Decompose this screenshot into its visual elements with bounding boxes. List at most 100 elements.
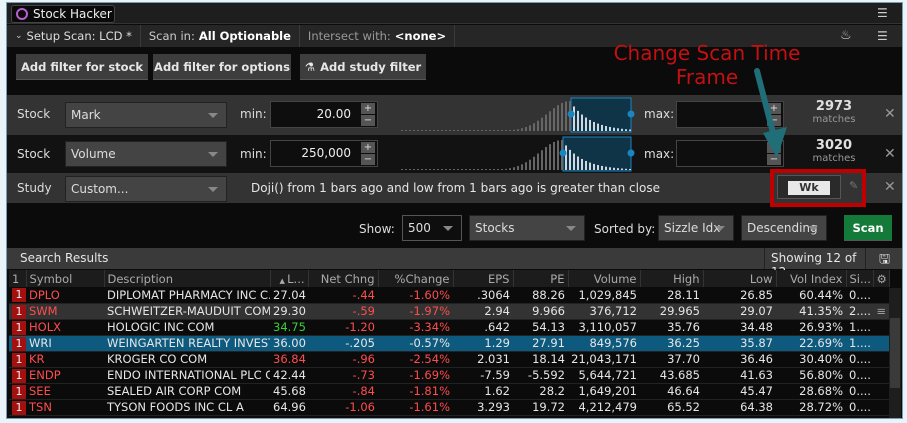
flame-icon[interactable]: ♨ bbox=[840, 28, 852, 43]
search-results-title: Search Results bbox=[20, 251, 109, 265]
filter-field-dropdown[interactable]: Volume bbox=[65, 141, 227, 167]
scrollbar-thumb[interactable] bbox=[890, 318, 900, 388]
intersect-dropdown[interactable]: Intersect with: <none> bbox=[300, 25, 456, 47]
showing-count: Showing 12 of 12 bbox=[764, 248, 866, 279]
column-header-percent-change[interactable]: %Change bbox=[378, 270, 454, 287]
min-input[interactable]: 250,000 + − bbox=[270, 140, 378, 167]
timeframe-value: Wk bbox=[788, 181, 830, 195]
table-row[interactable]: 1 HOLX HOLOGIC INC COM 34.75 -1.20 -3.34% .642… bbox=[9, 319, 889, 336]
menu-icon[interactable]: ☰ bbox=[877, 6, 888, 20]
column-header-eps[interactable]: EPS bbox=[453, 270, 514, 287]
stock-hacker-tab[interactable]: Stock Hacker bbox=[11, 5, 115, 23]
cell-low: 64.38 bbox=[703, 399, 776, 416]
table-row[interactable]: 1 ENDP ENDO INTERNATIONAL PLC C... 42.44 -.7… bbox=[9, 367, 889, 384]
add-study-filter-button[interactable]: ⚗ Add study filter bbox=[300, 54, 426, 80]
cell-high: 36.25 bbox=[640, 335, 703, 352]
table-row[interactable]: 1 WRI WEINGARTEN REALTY INVEST... 36.00 -.20… bbox=[9, 335, 889, 352]
max-label: max: bbox=[644, 147, 675, 161]
cell-description: DIPLOMAT PHARMACY INC C... bbox=[104, 287, 270, 304]
plus-icon[interactable]: + bbox=[361, 142, 375, 153]
column-header-vol-index[interactable]: Vol Index bbox=[776, 270, 847, 287]
list-menu-icon[interactable]: ☰ bbox=[877, 29, 888, 43]
cell-sizzle: 1.... bbox=[846, 319, 873, 336]
histogram-bar bbox=[605, 166, 607, 170]
cell-last: 64.96 bbox=[270, 399, 308, 416]
histogram-bar bbox=[517, 129, 519, 131]
histogram-bar bbox=[505, 168, 507, 170]
scan-button[interactable]: Scan bbox=[844, 215, 892, 241]
cell-vol-index: 41.35% bbox=[776, 303, 846, 320]
results-scrollbar[interactable] bbox=[889, 288, 901, 418]
cell-net-change: -1.06 bbox=[308, 399, 378, 416]
cell-net-change: -.84 bbox=[308, 383, 378, 400]
histogram-bar bbox=[513, 129, 515, 131]
cell-low: 26.85 bbox=[703, 287, 776, 304]
cell-percent-change: -1.81% bbox=[378, 383, 453, 400]
min-input[interactable]: 20.00 + − bbox=[270, 101, 378, 128]
plus-icon[interactable]: + bbox=[361, 103, 375, 114]
add-filter-options-button[interactable]: Add filter for options bbox=[153, 54, 291, 80]
table-row[interactable]: 1 KR KROGER CO COM 36.84 -.96 -2.54% 2.031 18.1… bbox=[9, 351, 889, 368]
table-row[interactable]: 1 SWM SCHWEITZER-MAUDUIT COM 29.30 -.59 -1.97… bbox=[9, 303, 889, 320]
column-header-sizzle[interactable]: Si... bbox=[846, 270, 874, 287]
annotation-text: Change Scan Time Frame bbox=[613, 41, 801, 89]
mark-histogram[interactable] bbox=[397, 97, 637, 133]
column-header-pe[interactable]: PE bbox=[513, 270, 569, 287]
remove-filter-icon[interactable]: ✕ bbox=[884, 179, 896, 195]
column-header-symbol[interactable]: Symbol bbox=[26, 270, 105, 287]
study-dropdown[interactable]: Custom... bbox=[65, 176, 227, 202]
show-count-dropdown[interactable]: 500 bbox=[402, 215, 462, 241]
column-header-high[interactable]: High bbox=[640, 270, 704, 287]
column-header-low[interactable]: Low bbox=[703, 270, 777, 287]
scan-in-dropdown[interactable]: Scan in: All Optionable bbox=[141, 25, 300, 47]
column-header-net-change[interactable]: Net Chng bbox=[308, 270, 379, 287]
column-header-volume[interactable]: Volume bbox=[568, 270, 641, 287]
histogram-bar bbox=[469, 130, 471, 131]
histogram-bar bbox=[485, 130, 487, 131]
filter-field-dropdown[interactable]: Mark bbox=[65, 102, 227, 128]
settings-gear-icon[interactable]: ⚙ bbox=[873, 270, 890, 287]
results-table: 1 Symbol Description ▲ L... Net Chng %Change E… bbox=[9, 270, 890, 416]
remove-filter-icon[interactable]: ✕ bbox=[884, 146, 896, 162]
column-header-last[interactable]: ▲ L... bbox=[270, 270, 309, 287]
cell-description: SEALED AIR CORP COM bbox=[104, 383, 270, 400]
cell-high: 65.52 bbox=[640, 399, 703, 416]
column-header-row: 1 Symbol Description ▲ L... Net Chng %Change E… bbox=[9, 270, 890, 287]
histogram-bar bbox=[489, 169, 491, 170]
histogram-bar bbox=[589, 162, 591, 170]
table-row[interactable]: 1 DPLO DIPLOMAT PHARMACY INC C... 27.04 -.44… bbox=[9, 287, 889, 304]
histogram-bar bbox=[497, 130, 499, 131]
plus-icon[interactable]: + bbox=[767, 103, 781, 114]
minus-icon[interactable]: − bbox=[767, 115, 781, 126]
cell-high: 35.76 bbox=[640, 319, 703, 336]
max-input[interactable]: +− bbox=[676, 140, 784, 167]
sort-order-dropdown[interactable]: Descending bbox=[741, 215, 827, 241]
pencil-icon[interactable]: ✎ bbox=[849, 179, 859, 192]
minus-icon[interactable]: − bbox=[767, 154, 781, 165]
histogram-bar bbox=[441, 169, 443, 170]
volume-histogram[interactable] bbox=[397, 136, 637, 172]
histogram-bar bbox=[521, 128, 523, 131]
cell-volume: 376,712 bbox=[568, 303, 640, 320]
histogram-bar bbox=[425, 130, 427, 131]
remove-filter-icon[interactable]: ✕ bbox=[884, 106, 896, 122]
histogram-bar bbox=[497, 169, 499, 170]
histogram-bar bbox=[625, 168, 627, 170]
histogram-bar bbox=[573, 153, 575, 170]
minus-icon[interactable]: − bbox=[361, 115, 375, 126]
sort-field-dropdown[interactable]: Sizzle Idx bbox=[658, 215, 734, 241]
add-filter-stock-button[interactable]: Add filter for stock bbox=[16, 54, 148, 80]
table-row[interactable]: 1 SEE SEALED AIR CORP COM 45.68 -.84 -1.81% 1.… bbox=[9, 383, 889, 400]
row-menu-cell bbox=[873, 319, 889, 336]
column-header-rank[interactable]: 1 bbox=[9, 270, 27, 287]
setup-scan-dropdown[interactable]: ⌄ Setup Scan: LCD * bbox=[7, 25, 141, 47]
row-menu-cell bbox=[873, 399, 889, 416]
range-handle bbox=[627, 149, 635, 157]
minus-icon[interactable]: − bbox=[361, 154, 375, 165]
filter-type: Stock bbox=[17, 107, 51, 121]
timeframe-selector[interactable]: Wk bbox=[777, 175, 841, 199]
save-icon[interactable]: 🖫 bbox=[879, 252, 891, 267]
universe-dropdown[interactable]: Stocks bbox=[469, 215, 585, 241]
column-header-description[interactable]: Description bbox=[104, 270, 271, 287]
table-row[interactable]: 1 TSN TYSON FOODS INC CL A 64.96 -1.06 -1.61%… bbox=[9, 399, 889, 416]
